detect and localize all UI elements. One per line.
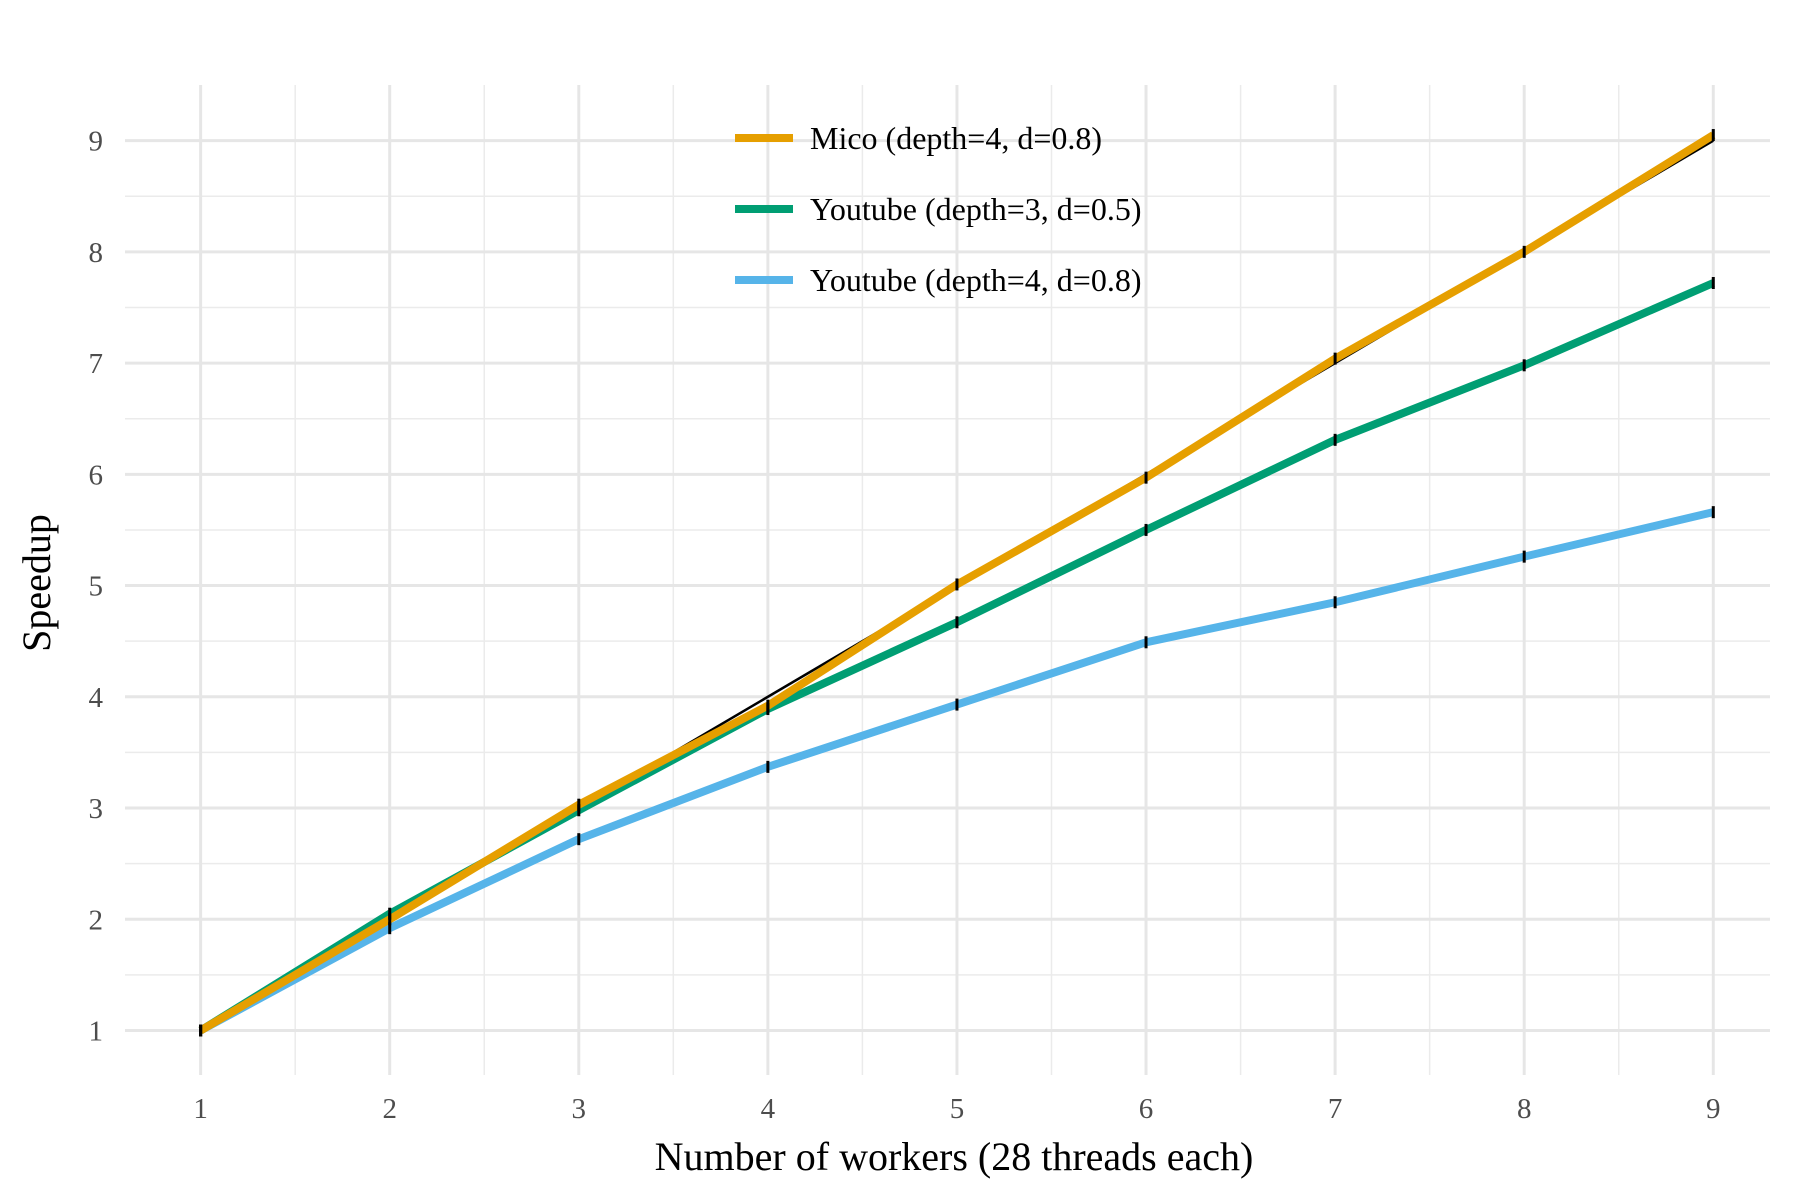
x-tick-label: 3 (572, 1093, 587, 1125)
x-tick-label: 4 (761, 1093, 776, 1125)
legend: Mico (depth=4, d=0.8) Youtube (depth=3, d… (735, 120, 1142, 298)
x-tick-labels: 1 2 3 4 5 6 7 8 9 (193, 1093, 1720, 1125)
x-tick-label: 6 (1139, 1093, 1154, 1125)
y-tick-label: 5 (89, 571, 104, 603)
x-tick-label: 1 (193, 1093, 208, 1125)
y-tick-label: 3 (89, 793, 104, 825)
y-tick-label: 9 (89, 126, 104, 158)
x-tick-label: 7 (1328, 1093, 1343, 1125)
y-tick-label: 2 (89, 904, 104, 936)
x-tick-label: 8 (1517, 1093, 1532, 1125)
x-tick-label: 9 (1706, 1093, 1721, 1125)
y-tick-labels: 1 2 3 4 5 6 7 8 9 (89, 126, 104, 1048)
y-axis-title: Speedup (14, 514, 59, 652)
y-tick-label: 1 (89, 1016, 104, 1048)
x-axis-title: Number of workers (28 threads each) (655, 1134, 1254, 1179)
y-tick-label: 6 (89, 459, 104, 491)
y-tick-label: 8 (89, 237, 104, 269)
y-tick-label: 4 (89, 682, 104, 714)
minor-grid (125, 85, 1770, 1075)
x-tick-label: 5 (950, 1093, 965, 1125)
point-marks (199, 129, 1715, 1037)
x-tick-label: 2 (382, 1093, 397, 1125)
major-grid (125, 85, 1770, 1075)
legend-label: Youtube (depth=3, d=0.5) (810, 191, 1142, 227)
y-tick-label: 7 (89, 348, 104, 380)
legend-label: Youtube (depth=4, d=0.8) (810, 262, 1142, 298)
legend-label: Mico (depth=4, d=0.8) (810, 120, 1102, 156)
